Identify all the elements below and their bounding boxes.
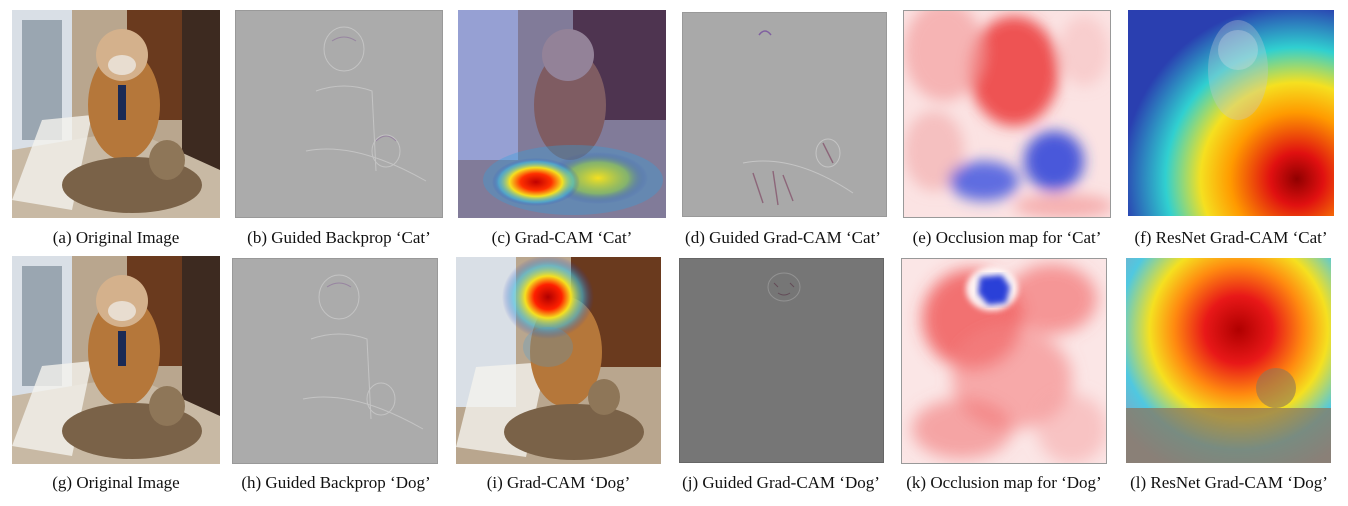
guided-backprop-cat-image	[235, 10, 443, 218]
caption-e: (e) Occlusion map for ‘Cat’	[912, 228, 1102, 247]
caption-j: (j) Guided Grad-CAM ‘Dog’	[682, 473, 880, 492]
occlusion-map-cat-image	[903, 10, 1111, 218]
caption-l: (l) ResNet Grad-CAM ‘Dog’	[1130, 473, 1328, 492]
caption-k: (k) Occlusion map for ‘Dog’	[906, 473, 1102, 492]
resnet-gradcam-dog-image	[1126, 258, 1331, 463]
caption-c: (c) Grad-CAM ‘Cat’	[491, 228, 633, 247]
resnet-gradcam-cat-image	[1128, 10, 1334, 216]
guided-gradcam-dog-image	[679, 258, 884, 463]
caption-h: (h) Guided Backprop ‘Dog’	[241, 473, 431, 492]
caption-i: (i) Grad-CAM ‘Dog’	[486, 473, 631, 492]
caption-a: (a) Original Image	[52, 228, 180, 247]
original-image-cat-dog	[12, 10, 220, 218]
guided-backprop-dog-image	[232, 258, 438, 464]
gradcam-cat-image	[458, 10, 666, 218]
caption-g: (g) Original Image	[52, 473, 180, 492]
gradcam-dog-image	[456, 257, 661, 464]
occlusion-map-dog-image	[901, 258, 1107, 464]
guided-gradcam-cat-image	[682, 12, 887, 217]
original-image-cat-dog-2	[12, 256, 220, 464]
caption-b: (b) Guided Backprop ‘Cat’	[247, 228, 431, 247]
caption-f: (f) ResNet Grad-CAM ‘Cat’	[1134, 228, 1328, 247]
caption-d: (d) Guided Grad-CAM ‘Cat’	[685, 228, 881, 247]
